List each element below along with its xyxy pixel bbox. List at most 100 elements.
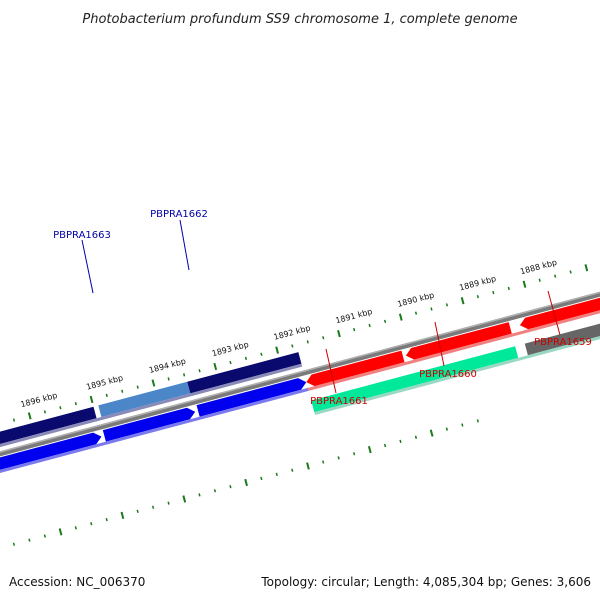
outer-minor-tick — [538, 278, 541, 282]
callout-line-pbpra1661 — [325, 348, 337, 394]
gene-arrow-red[interactable] — [518, 294, 600, 331]
gene-arrow-blue[interactable] — [0, 431, 103, 477]
inner-minor-tick — [291, 468, 294, 472]
callout-line-pbpra1663 — [81, 239, 94, 294]
inner-minor-tick — [260, 476, 263, 481]
inner-major-tick — [429, 429, 434, 437]
inner-minor-tick — [151, 505, 155, 509]
scale-label: 1888 kbp — [519, 258, 558, 276]
inner-minor-tick — [229, 485, 232, 489]
outer-minor-tick — [244, 356, 248, 361]
outer-minor-tick — [554, 274, 557, 278]
outer-minor-tick — [507, 286, 510, 291]
scale-label: 1892 kbp — [273, 323, 312, 341]
forward-strand-red-row — [305, 294, 600, 391]
scale-label: 1891 kbp — [335, 307, 374, 325]
gene-arrow-steel[interactable] — [98, 381, 191, 417]
inner-minor-tick — [337, 456, 340, 460]
gene-arrow-shadow — [314, 329, 600, 415]
inner-minor-tick — [213, 489, 217, 493]
gene-label-pbpra1659[interactable]: PBPRA1659 — [534, 337, 592, 348]
inner-minor-tick — [136, 509, 139, 513]
inner-minor-tick — [476, 419, 479, 423]
gene-arrow-navy[interactable] — [0, 406, 97, 453]
gene-arrow-shadow — [0, 387, 309, 480]
forward-strand-outer-row — [311, 318, 600, 415]
outer-major-tick — [337, 329, 341, 338]
outer-minor-tick — [322, 336, 325, 340]
inner-minor-tick — [167, 501, 170, 505]
outer-major-tick — [27, 412, 32, 420]
outer-minor-tick — [260, 352, 263, 356]
gene-arrow-blue[interactable] — [196, 376, 308, 417]
outer-minor-tick — [121, 389, 124, 393]
outer-minor-tick — [229, 360, 232, 365]
inner-minor-tick — [352, 452, 356, 456]
outer-major-tick — [151, 379, 156, 387]
outer-minor-tick — [74, 401, 77, 406]
outer-minor-tick — [105, 393, 108, 398]
reverse-strand-inner-row — [0, 376, 309, 480]
outer-minor-tick — [167, 377, 170, 381]
callout-line-pbpra1662 — [179, 219, 190, 271]
accession-text: Accession: NC_006370 — [9, 575, 145, 589]
outer-minor-tick — [182, 373, 186, 377]
outer-minor-tick — [59, 406, 62, 410]
outer-minor-tick — [569, 270, 572, 274]
gene-arrow-red[interactable] — [404, 322, 512, 361]
gene-callouts — [81, 219, 561, 394]
gene-arrow-gray[interactable] — [524, 318, 600, 356]
inner-minor-tick — [43, 534, 46, 538]
gene-arrow-teal[interactable] — [311, 346, 519, 413]
outer-minor-tick — [492, 290, 495, 295]
inner-minor-tick — [275, 472, 278, 476]
gene-arrow-shadow — [307, 305, 600, 391]
outer-major-tick — [398, 313, 403, 321]
inner-minor-tick — [74, 526, 77, 530]
inner-major-tick — [58, 528, 63, 536]
inner-minor-tick — [198, 493, 201, 497]
gene-label-pbpra1662[interactable]: PBPRA1662 — [150, 209, 208, 220]
callout-line-pbpra1660 — [434, 321, 445, 367]
outer-major-tick — [89, 395, 94, 404]
inner-tick-ruler — [12, 419, 479, 546]
outer-major-tick — [522, 280, 527, 288]
gene-label-pbpra1661[interactable]: PBPRA1661 — [310, 396, 368, 407]
outer-major-tick — [275, 346, 279, 354]
outer-minor-tick — [368, 323, 371, 328]
outer-minor-tick — [353, 327, 356, 332]
outer-minor-tick — [12, 418, 16, 422]
inner-minor-tick — [105, 517, 108, 522]
inner-minor-tick — [12, 542, 16, 546]
inner-minor-tick — [90, 522, 93, 526]
gene-label-pbpra1660[interactable]: PBPRA1660 — [419, 369, 477, 380]
outer-minor-tick — [383, 319, 387, 323]
inner-major-tick — [367, 445, 372, 454]
genome-track-group: 1896 kbp 1895 kbp 1894 kbp 1893 kbp 1892… — [0, 258, 600, 546]
outer-minor-tick — [430, 307, 433, 311]
chromosome-backbone-highlight — [0, 263, 600, 471]
outer-minor-tick — [476, 295, 479, 299]
outer-minor-tick — [445, 303, 449, 307]
outer-minor-tick — [43, 410, 47, 414]
outer-major-ticks — [27, 264, 589, 420]
outer-minor-tick — [306, 340, 309, 344]
gene-arrow-red[interactable] — [305, 350, 405, 388]
outer-minor-tick — [136, 385, 139, 389]
gene-label-pbpra1663[interactable]: PBPRA1663 — [53, 230, 111, 241]
inner-minor-tick — [399, 439, 402, 444]
scale-label: 1896 kbp — [20, 391, 59, 409]
inner-minor-tick — [28, 538, 31, 542]
inner-minor-tick — [445, 427, 448, 431]
scale-label: 1889 kbp — [458, 274, 497, 292]
gene-labels: PBPRA1663 PBPRA1662 PBPRA1661 PBPRA1660 … — [53, 209, 592, 407]
inner-minor-tick — [383, 443, 387, 448]
genome-summary-text: Topology: circular; Length: 4,085,304 bp… — [260, 575, 591, 589]
scale-label: 1890 kbp — [396, 291, 435, 309]
gene-arrow-navy[interactable] — [187, 352, 302, 394]
reverse-strand-outer-row — [0, 352, 303, 456]
outer-major-tick — [213, 362, 218, 371]
callout-line-pbpra1659 — [547, 290, 561, 336]
inner-major-tick — [306, 462, 310, 470]
gene-arrow-blue[interactable] — [102, 406, 197, 442]
